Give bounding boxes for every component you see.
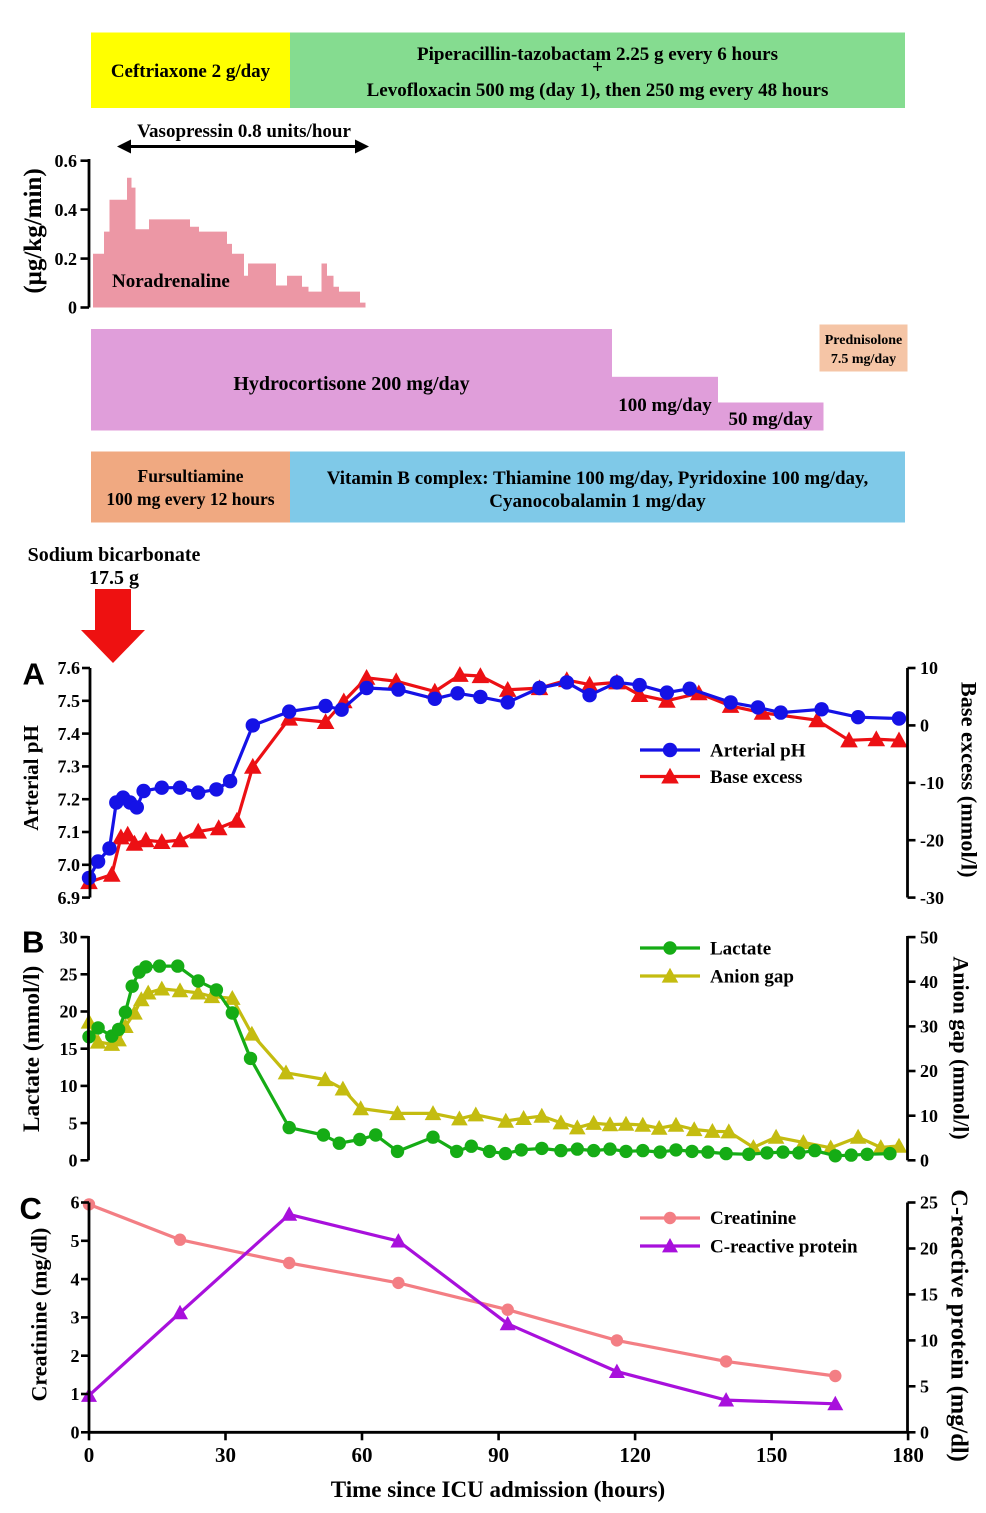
svg-text:7.2: 7.2 [58, 789, 81, 809]
svg-text:C-reactive protein: C-reactive protein [710, 1237, 858, 1258]
svg-text:7.6: 7.6 [58, 658, 81, 678]
svg-text:B: B [22, 925, 44, 960]
svg-text:90: 90 [488, 1443, 509, 1467]
svg-text:+: + [592, 57, 603, 78]
svg-text:7.4: 7.4 [58, 724, 81, 744]
svg-text:Piperacillin-tazobactam 2.25 g: Piperacillin-tazobactam 2.25 g every 6 h… [417, 44, 778, 65]
svg-text:7.5: 7.5 [58, 691, 81, 711]
svg-text:Vasopressin 0.8 units/hour: Vasopressin 0.8 units/hour [137, 121, 351, 142]
svg-text:Time since ICU admission (hour: Time since ICU admission (hours) [331, 1477, 665, 1502]
svg-text:Prednisolone: Prednisolone [825, 333, 903, 348]
svg-text:-30: -30 [920, 888, 944, 908]
svg-text:Base excess: Base excess [710, 767, 802, 788]
svg-text:20: 20 [60, 1002, 78, 1022]
svg-text:25: 25 [60, 965, 78, 985]
svg-text:30: 30 [920, 1017, 938, 1037]
svg-text:C-reactive protein (mg/dl): C-reactive protein (mg/dl) [946, 1189, 973, 1462]
svg-text:60: 60 [352, 1443, 373, 1467]
svg-text:Anion gap (mmol/l): Anion gap (mmol/l) [949, 956, 974, 1139]
svg-text:0: 0 [920, 1423, 929, 1443]
svg-text:0: 0 [920, 716, 929, 736]
svg-text:0: 0 [920, 1151, 929, 1171]
svg-text:Noradrenaline: Noradrenaline [112, 271, 230, 292]
svg-text:5: 5 [69, 1113, 78, 1133]
svg-text:0: 0 [68, 298, 77, 318]
svg-text:6.9: 6.9 [58, 888, 81, 908]
svg-text:15: 15 [920, 1285, 938, 1305]
svg-text:150: 150 [756, 1443, 788, 1467]
svg-text:10: 10 [920, 1331, 938, 1351]
svg-text:30: 30 [60, 927, 78, 947]
svg-text:Ceftriaxone 2 g/day: Ceftriaxone 2 g/day [111, 61, 271, 82]
svg-text:Sodium bicarbonate: Sodium bicarbonate [28, 544, 201, 566]
svg-text:Arterial pH: Arterial pH [710, 741, 806, 762]
svg-text:6: 6 [71, 1193, 80, 1213]
svg-text:0.6: 0.6 [55, 151, 78, 171]
svg-text:Hydrocortisone 200 mg/day: Hydrocortisone 200 mg/day [233, 373, 469, 395]
svg-text:10: 10 [60, 1076, 78, 1096]
svg-text:180: 180 [892, 1443, 924, 1467]
svg-text:Creatinine: Creatinine [710, 1208, 796, 1229]
svg-text:15: 15 [60, 1039, 78, 1059]
svg-text:10: 10 [920, 1106, 938, 1126]
svg-text:Anion gap: Anion gap [710, 967, 794, 988]
svg-text:10: 10 [920, 658, 938, 678]
svg-text:Cyanocobalamin 1 mg/day: Cyanocobalamin 1 mg/day [489, 491, 706, 512]
svg-text:25: 25 [920, 1193, 938, 1213]
svg-text:Arterial pH: Arterial pH [19, 725, 43, 831]
svg-text:0.4: 0.4 [55, 200, 78, 220]
svg-text:(μg/kg/min): (μg/kg/min) [20, 168, 47, 293]
svg-text:-20: -20 [920, 830, 944, 850]
svg-text:20: 20 [920, 1061, 938, 1081]
svg-text:Base excess (mmol/l): Base excess (mmol/l) [957, 682, 982, 878]
svg-text:C: C [20, 1191, 42, 1226]
svg-text:7.5 mg/day: 7.5 mg/day [831, 352, 896, 367]
svg-text:120: 120 [619, 1443, 651, 1467]
svg-text:0: 0 [69, 1151, 78, 1171]
svg-text:Fursultiamine: Fursultiamine [138, 466, 244, 486]
svg-text:7.0: 7.0 [58, 855, 81, 875]
svg-text:100 mg/day: 100 mg/day [618, 395, 712, 416]
svg-text:Vitamin B complex: Thiamine 10: Vitamin B complex: Thiamine 100 mg/day, … [327, 468, 869, 489]
svg-text:Creatinine (mg/dl): Creatinine (mg/dl) [27, 1228, 52, 1402]
svg-text:17.5 g: 17.5 g [89, 567, 139, 589]
svg-text:1: 1 [71, 1384, 80, 1404]
svg-text:3: 3 [71, 1308, 80, 1328]
svg-text:2: 2 [71, 1346, 80, 1366]
svg-text:7.3: 7.3 [58, 757, 81, 777]
svg-text:30: 30 [215, 1443, 236, 1467]
svg-text:0: 0 [71, 1423, 80, 1443]
svg-text:0: 0 [84, 1443, 95, 1467]
svg-text:Lactate: Lactate [710, 939, 771, 960]
svg-text:-10: -10 [920, 773, 944, 793]
svg-text:20: 20 [920, 1239, 938, 1259]
svg-text:Levofloxacin 500 mg (day 1), t: Levofloxacin 500 mg (day 1), then 250 mg… [367, 80, 829, 101]
svg-text:40: 40 [920, 972, 938, 992]
svg-text:7.1: 7.1 [58, 822, 81, 842]
svg-text:Lactate (mmol/l): Lactate (mmol/l) [19, 966, 45, 1132]
svg-text:50: 50 [920, 927, 938, 947]
svg-text:5: 5 [920, 1377, 929, 1397]
svg-text:0.2: 0.2 [55, 249, 78, 269]
svg-text:A: A [23, 657, 45, 692]
svg-text:50 mg/day: 50 mg/day [729, 409, 813, 430]
svg-text:4: 4 [71, 1269, 80, 1289]
svg-text:100 mg every 12 hours: 100 mg every 12 hours [106, 489, 274, 509]
svg-text:5: 5 [71, 1231, 80, 1251]
